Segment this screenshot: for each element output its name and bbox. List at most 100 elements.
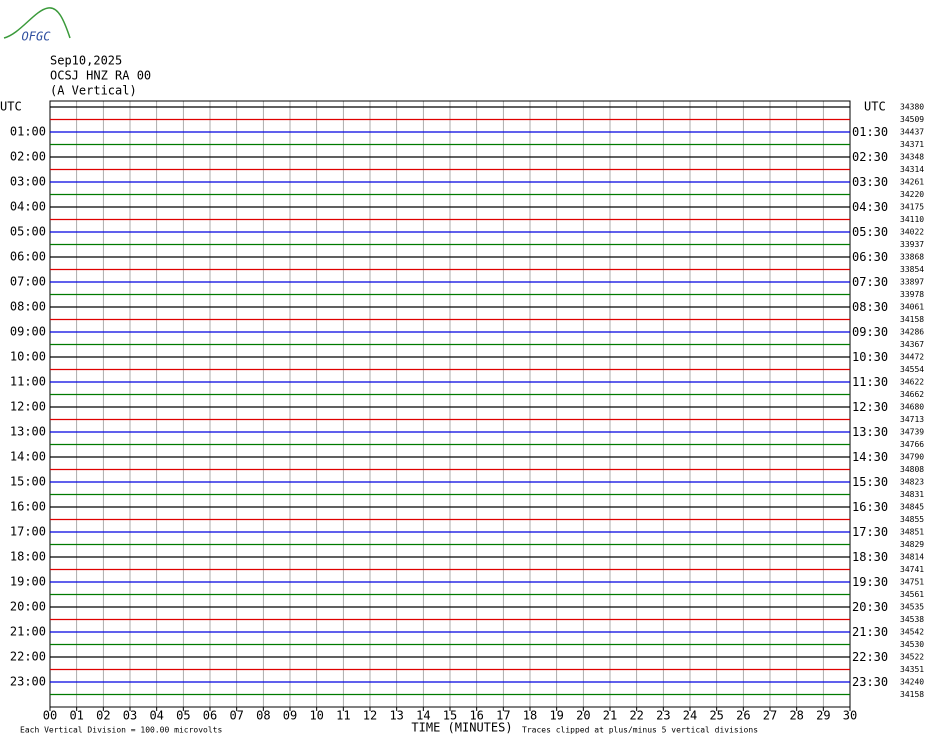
x-tick-label: 02 [96, 709, 110, 723]
x-tick-label: 11 [336, 709, 350, 723]
trace-count: 34535 [900, 603, 924, 612]
x-tick-label: 07 [229, 709, 243, 723]
left-time-label: 06:00 [10, 250, 46, 264]
trace-count: 34814 [900, 553, 924, 562]
right-time-label: 17:30 [852, 525, 888, 539]
trace-count: 34437 [900, 128, 924, 137]
trace-count: 34286 [900, 328, 924, 337]
trace-count: 34554 [900, 365, 924, 374]
x-tick-label: 27 [763, 709, 777, 723]
trace-count: 34855 [900, 515, 924, 524]
trace-count: 34022 [900, 228, 924, 237]
trace-count: 34110 [900, 215, 924, 224]
trace-count: 34538 [900, 615, 924, 624]
trace-count: 34240 [900, 678, 924, 687]
trace-count: 34808 [900, 465, 924, 474]
x-tick-label: 15 [443, 709, 457, 723]
trace-count: 34351 [900, 665, 924, 674]
x-tick-label: 14 [416, 709, 430, 723]
x-tick-label: 06 [203, 709, 217, 723]
x-tick-label: 03 [123, 709, 137, 723]
trace-count: 33854 [900, 265, 924, 274]
x-tick-label: 18 [523, 709, 537, 723]
right-time-label: 19:30 [852, 575, 888, 589]
trace-count: 34175 [900, 203, 924, 212]
trace-count: 34061 [900, 303, 924, 312]
right-time-label: 07:30 [852, 275, 888, 289]
trace-count: 34509 [900, 115, 924, 124]
trace-count: 34348 [900, 153, 924, 162]
x-tick-label: 09 [283, 709, 297, 723]
x-tick-label: 20 [576, 709, 590, 723]
x-tick-label: 12 [363, 709, 377, 723]
trace-count: 34829 [900, 540, 924, 549]
right-time-label: 10:30 [852, 350, 888, 364]
trace-count: 34561 [900, 590, 924, 599]
left-time-label: 19:00 [10, 575, 46, 589]
x-axis-title: TIME (MINUTES) [411, 721, 512, 735]
right-time-label: 01:30 [852, 125, 888, 139]
x-tick-label: 10 [309, 709, 323, 723]
trace-count: 34831 [900, 490, 924, 499]
trace-count: 33937 [900, 240, 924, 249]
x-tick-label: 19 [549, 709, 563, 723]
right-time-label: 20:30 [852, 600, 888, 614]
left-time-label: 10:00 [10, 350, 46, 364]
left-time-label: 07:00 [10, 275, 46, 289]
x-tick-label: 28 [789, 709, 803, 723]
logo-arc [3, 7, 71, 39]
trace-count: 33868 [900, 253, 924, 262]
trace-count: 34823 [900, 478, 924, 487]
left-time-label: 03:00 [10, 175, 46, 189]
trace-count: 34739 [900, 428, 924, 437]
trace-count: 34367 [900, 340, 924, 349]
x-tick-label: 25 [709, 709, 723, 723]
component: (A Vertical) [50, 84, 137, 98]
left-time-label: 23:00 [10, 675, 46, 689]
right-time-label: 18:30 [852, 550, 888, 564]
left-time-label: 22:00 [10, 650, 46, 664]
left-time-label: 21:00 [10, 625, 46, 639]
x-tick-label: 04 [149, 709, 163, 723]
right-time-label: 03:30 [852, 175, 888, 189]
x-tick-label: 23 [656, 709, 670, 723]
right-time-label: 06:30 [852, 250, 888, 264]
trace-count: 34522 [900, 653, 924, 662]
right-time-label: 08:30 [852, 300, 888, 314]
right-axis-title: UTC [864, 100, 886, 114]
plot-frame [49, 100, 851, 708]
scale-note: Each Vertical Division = 100.00 microvol… [20, 726, 222, 735]
trace-count: 33897 [900, 278, 924, 287]
x-tick-label: 26 [736, 709, 750, 723]
right-time-label: 02:30 [852, 150, 888, 164]
left-time-label: 17:00 [10, 525, 46, 539]
x-tick-label: 01 [69, 709, 83, 723]
date: Sep10,2025 [50, 54, 122, 68]
trace-count: 34472 [900, 353, 924, 362]
left-time-label: 04:00 [10, 200, 46, 214]
right-time-label: 11:30 [852, 375, 888, 389]
x-tick-label: 05 [176, 709, 190, 723]
right-time-label: 13:30 [852, 425, 888, 439]
right-time-label: 16:30 [852, 500, 888, 514]
right-time-label: 09:30 [852, 325, 888, 339]
x-tick-label: 29 [816, 709, 830, 723]
trace-count: 34380 [900, 103, 924, 112]
right-time-label: 04:30 [852, 200, 888, 214]
left-time-label: 11:00 [10, 375, 46, 389]
trace-count: 34371 [900, 140, 924, 149]
x-tick-label: 22 [629, 709, 643, 723]
left-time-label: 05:00 [10, 225, 46, 239]
left-time-label: 01:00 [10, 125, 46, 139]
left-time-label: 09:00 [10, 325, 46, 339]
trace-count: 34220 [900, 190, 924, 199]
x-tick-label: 24 [683, 709, 697, 723]
left-time-label: 16:00 [10, 500, 46, 514]
x-tick-label: 30 [843, 709, 857, 723]
trace-count: 34713 [900, 415, 924, 424]
trace-count: 34766 [900, 440, 924, 449]
trace-count: 34662 [900, 390, 924, 399]
x-tick-label: 17 [496, 709, 510, 723]
left-time-label: 02:00 [10, 150, 46, 164]
